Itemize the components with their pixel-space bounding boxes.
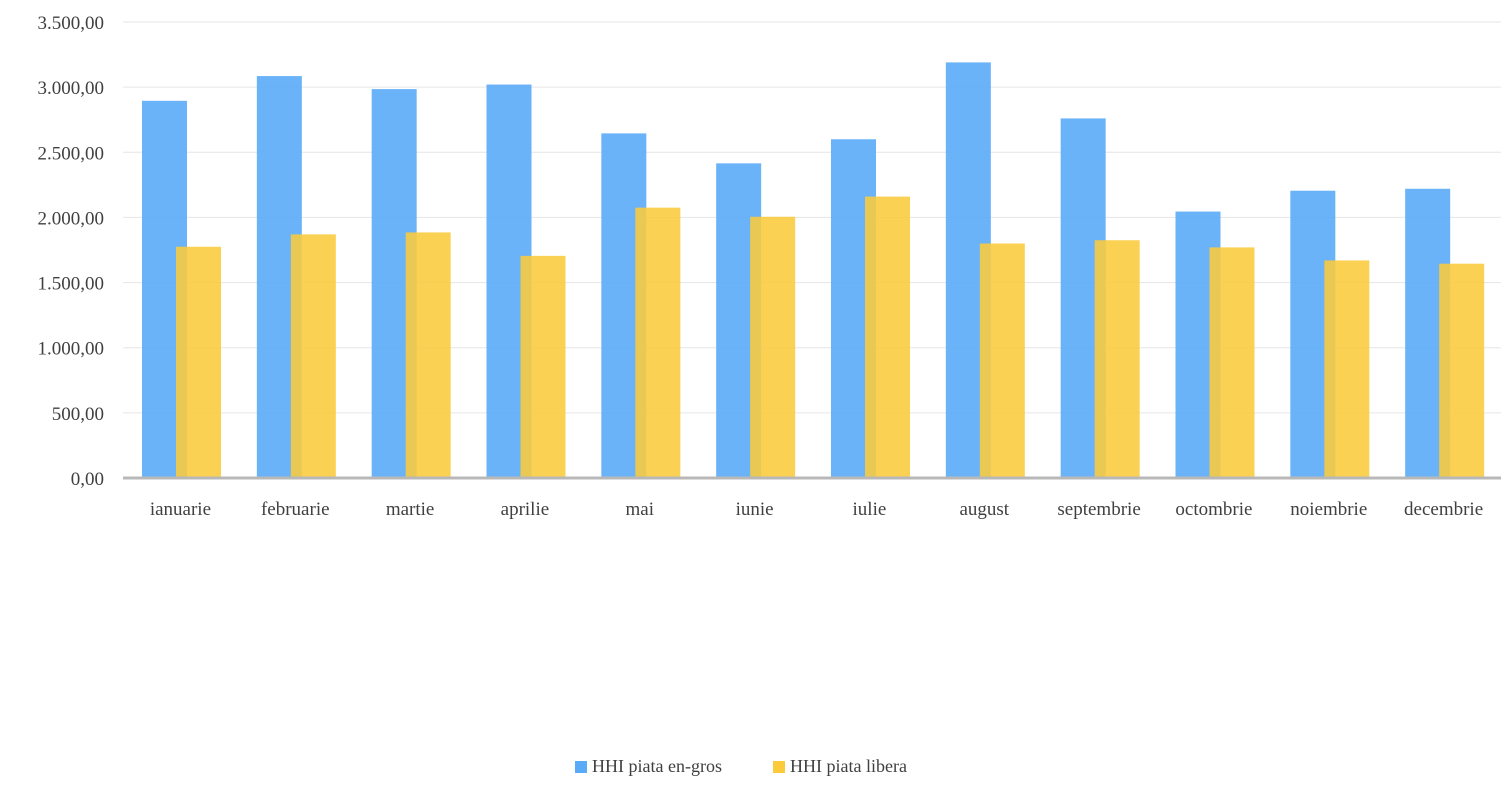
bar-libera xyxy=(406,232,451,477)
bar-libera xyxy=(176,247,221,477)
x-tick-label: februarie xyxy=(261,499,330,520)
y-tick-label: 1.000,00 xyxy=(38,339,105,360)
bar-libera xyxy=(980,243,1025,477)
y-tick-label: 2.500,00 xyxy=(38,143,105,164)
x-tick-label: mai xyxy=(626,499,655,520)
bar-libera xyxy=(1439,264,1484,477)
x-tick-label: noiembrie xyxy=(1290,499,1367,520)
x-tick-label: august xyxy=(959,499,1009,520)
bar-libera xyxy=(1210,247,1255,477)
x-tick-label: aprilie xyxy=(501,499,550,520)
x-tick-label: iunie xyxy=(736,499,774,520)
y-tick-label: 3.500,00 xyxy=(38,13,105,34)
bar-libera xyxy=(750,217,795,477)
legend-label: HHI piata en-gros xyxy=(592,756,722,776)
x-tick-label: septembrie xyxy=(1057,499,1140,520)
bars xyxy=(142,62,1484,477)
bar-libera xyxy=(865,197,910,477)
bar-libera xyxy=(635,208,680,477)
x-tick-label: ianuarie xyxy=(150,499,211,520)
legend-label: HHI piata libera xyxy=(790,756,907,776)
x-tick-label: iulie xyxy=(853,499,887,520)
legend: HHI piata en-gros HHI piata libera xyxy=(575,756,907,776)
y-tick-label: 1.500,00 xyxy=(38,274,105,295)
y-tick-label: 3.000,00 xyxy=(38,78,105,99)
bar-libera xyxy=(1095,240,1140,477)
bar-libera xyxy=(291,234,336,477)
x-tick-label: martie xyxy=(386,499,435,520)
legend-swatch xyxy=(575,761,587,773)
bar-libera xyxy=(521,256,566,477)
y-tick-label: 2.000,00 xyxy=(38,208,105,229)
legend-swatch xyxy=(773,761,785,773)
x-tick-label: octombrie xyxy=(1175,499,1252,520)
y-tick-label: 0,00 xyxy=(71,469,104,490)
bar-libera xyxy=(1324,260,1369,477)
y-tick-label: 500,00 xyxy=(52,404,104,425)
x-tick-label: decembrie xyxy=(1404,499,1483,520)
